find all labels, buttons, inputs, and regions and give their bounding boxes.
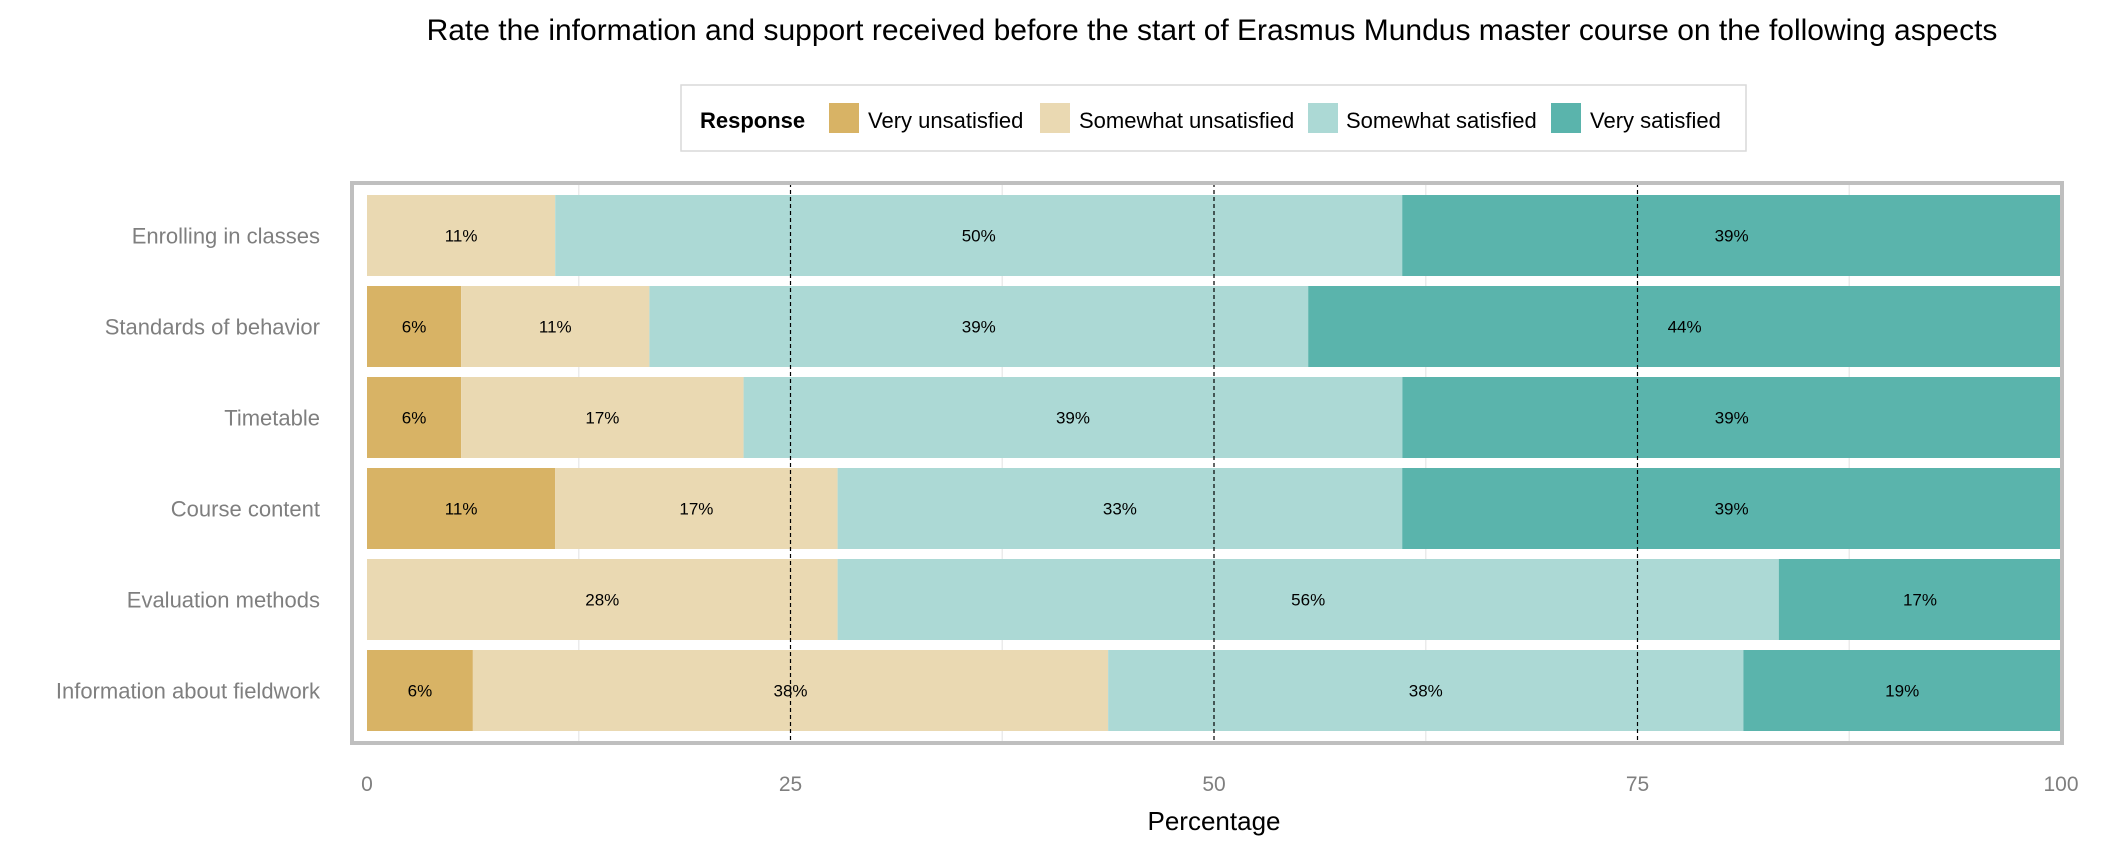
data-label: 11% bbox=[445, 500, 478, 519]
data-label: 17% bbox=[585, 409, 619, 428]
bar-course-content-very-unsatisfied bbox=[367, 468, 556, 549]
bar-timetable-somewhat-satisfied bbox=[743, 377, 1403, 458]
chart-title: Rate the information and support receive… bbox=[427, 14, 1998, 47]
x-tick-label: 0 bbox=[361, 773, 373, 796]
data-label: 56% bbox=[1291, 591, 1325, 610]
bar-evaluation-methods-somewhat-unsatisfied bbox=[367, 559, 838, 640]
category-label-standards-of-behavior: Standards of behavior bbox=[105, 315, 320, 340]
legend-swatch-somewhat-satisfied bbox=[1308, 103, 1338, 133]
data-label: 19% bbox=[1885, 682, 1919, 701]
data-label: 38% bbox=[773, 682, 807, 701]
data-label: 50% bbox=[962, 227, 996, 246]
data-label: 38% bbox=[1409, 682, 1443, 701]
data-label: 33% bbox=[1103, 500, 1137, 519]
x-tick-label: 75 bbox=[1626, 773, 1649, 796]
plot-border bbox=[350, 181, 2064, 745]
bar-course-content-very-satisfied bbox=[1402, 468, 2061, 549]
category-label-enrolling-in-classes: Enrolling in classes bbox=[132, 224, 320, 249]
bar-evaluation-methods-very-satisfied bbox=[1778, 559, 2062, 640]
bar-enrolling-in-classes-somewhat-satisfied bbox=[555, 195, 1403, 276]
legend-swatch-very-satisfied bbox=[1551, 103, 1581, 133]
data-label: 28% bbox=[585, 591, 619, 610]
data-label: 44% bbox=[1668, 318, 1702, 337]
data-label: 39% bbox=[1715, 227, 1749, 246]
bar-course-content-somewhat-satisfied bbox=[837, 468, 1403, 549]
data-label: 39% bbox=[1715, 409, 1749, 428]
bar-standards-of-behavior-somewhat-satisfied bbox=[649, 286, 1309, 367]
bar-standards-of-behavior-very-satisfied bbox=[1308, 286, 2061, 367]
bar-information-about-fieldwork-very-satisfied bbox=[1743, 650, 2061, 731]
data-label: 6% bbox=[402, 318, 427, 337]
bar-information-about-fieldwork-very-unsatisfied bbox=[367, 650, 473, 731]
data-label: 17% bbox=[679, 500, 713, 519]
legend-label-very-unsatisfied: Very unsatisfied bbox=[868, 108, 1023, 133]
bar-timetable-very-unsatisfied bbox=[367, 377, 462, 458]
bar-standards-of-behavior-very-unsatisfied bbox=[367, 286, 462, 367]
x-tick-label: 100 bbox=[2043, 773, 2078, 796]
data-label: 17% bbox=[1903, 591, 1937, 610]
legend-swatch-somewhat-unsatisfied bbox=[1040, 103, 1070, 133]
category-label-evaluation-methods: Evaluation methods bbox=[127, 588, 320, 613]
legend-label-very-satisfied: Very satisfied bbox=[1590, 108, 1721, 133]
category-label-course-content: Course content bbox=[171, 497, 320, 522]
bar-enrolling-in-classes-very-satisfied bbox=[1402, 195, 2061, 276]
data-label: 39% bbox=[1715, 500, 1749, 519]
legend-label-somewhat-unsatisfied: Somewhat unsatisfied bbox=[1079, 108, 1294, 133]
bar-evaluation-methods-somewhat-satisfied bbox=[837, 559, 1779, 640]
data-label: 6% bbox=[402, 409, 427, 428]
data-label: 39% bbox=[962, 318, 996, 337]
x-tick-label: 25 bbox=[779, 773, 802, 796]
data-label: 6% bbox=[408, 682, 433, 701]
bar-timetable-somewhat-unsatisfied bbox=[461, 377, 744, 458]
x-axis-title: Percentage bbox=[1148, 806, 1281, 836]
data-label: 11% bbox=[445, 227, 478, 246]
bar-standards-of-behavior-somewhat-unsatisfied bbox=[461, 286, 650, 367]
legend-label-somewhat-satisfied: Somewhat satisfied bbox=[1346, 108, 1537, 133]
category-label-timetable: Timetable bbox=[224, 406, 320, 431]
legend-swatch-very-unsatisfied bbox=[829, 103, 859, 133]
legend-title: Response bbox=[700, 108, 805, 133]
bar-timetable-very-satisfied bbox=[1402, 377, 2062, 458]
bar-enrolling-in-classes-somewhat-unsatisfied bbox=[367, 195, 556, 276]
category-label-information-about-fieldwork: Information about fieldwork bbox=[56, 679, 321, 704]
data-label: 11% bbox=[539, 318, 572, 337]
legend: Response Very unsatisfied Somewhat unsati… bbox=[680, 84, 1747, 152]
plot-area: 11% 50% 39% 6% 11% 39% 44% 6% 17% 39% 39% 11% 17% 33%… bbox=[350, 181, 2064, 745]
x-tick-label: 50 bbox=[1202, 773, 1225, 796]
data-label: 39% bbox=[1056, 409, 1090, 428]
